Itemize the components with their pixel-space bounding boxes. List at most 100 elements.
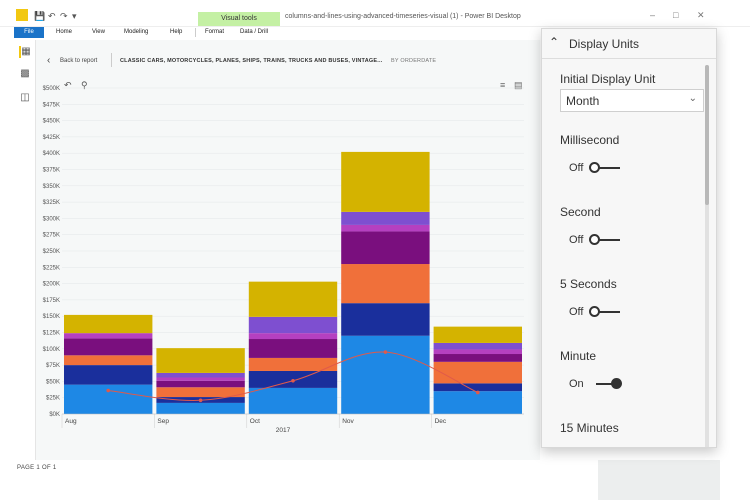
undo-quick-icon[interactable]: ↶ [48,11,56,21]
tab-data-drill[interactable]: Data / Drill [240,29,269,35]
header-separator [111,53,112,67]
status-bar: PAGE 1 OF 1 [0,460,750,500]
data-view-icon[interactable]: ▩ [20,68,30,79]
toggle-minute[interactable]: On [569,377,639,391]
toggle-state-text: Off [569,162,584,174]
bar-segment [433,349,522,355]
zoom-icon[interactable]: ⚲ [81,80,88,90]
model-view-icon[interactable]: ◫ [20,92,30,103]
bar-segment [64,314,153,334]
toggle-second[interactable]: Off [569,233,639,247]
panel-header[interactable]: ⌃ Display Units [542,29,716,59]
footer-strip [598,460,720,500]
panel-scrollbar[interactable] [705,65,709,447]
bar-segment [341,303,430,336]
tab-modeling[interactable]: Modeling [124,29,149,35]
y-tick-label: $425K [43,135,60,141]
bar-segment [64,333,153,339]
chevron-up-icon[interactable]: ⌃ [549,35,560,49]
y-tick-label: $250K [43,249,60,255]
toggle-state-text: Off [569,234,584,246]
back-to-report-link[interactable]: Back to report [60,58,98,64]
bar-segment [433,326,522,343]
y-tick-label: $325K [43,200,60,206]
toggle-millisecond[interactable]: Off [569,161,639,175]
panel-scroll-thumb[interactable] [705,65,709,205]
toggle-track [596,383,620,385]
export-icon[interactable]: ▤ [514,80,523,90]
y-tick-label: $300K [43,216,60,222]
list-icon[interactable]: ≡ [500,80,506,90]
maximize-icon[interactable]: □ [673,10,679,20]
tab-file[interactable]: File [14,27,44,38]
initial-display-unit-label: Initial Display Unit [560,72,656,86]
bar-segment [248,387,338,414]
y-tick-label: $100K [43,347,60,353]
bar-segment [341,224,430,232]
y-tick-label: $475K [43,102,60,108]
bar-segment [341,335,430,414]
setting-label-15-minutes: 15 Minutes [560,421,619,435]
setting-label-minute: Minute [560,349,597,363]
bar-segment [248,357,338,371]
bar-segment [248,316,338,334]
redo-quick-icon[interactable]: ↷ [60,11,68,21]
tab-home[interactable]: Home [56,29,73,35]
customize-toolbar-icon[interactable]: ▾ [72,11,77,21]
tab-format[interactable]: Format [205,29,225,35]
stacked-column-chart: $0K $25K $50K $75K $100K $125K $150K $175K $200K… [43,86,524,434]
y-tick-label: $25K [46,396,60,402]
line-point [383,350,388,354]
y-tick-label: $200K [43,282,60,288]
bar-segment [433,391,522,414]
display-units-panel: ⌃ Display Units Initial Display Unit Mon… [541,28,717,448]
initial-display-unit-value: Month [566,94,600,108]
bar-segment [341,151,430,212]
bar-segment [248,333,338,340]
tab-view[interactable]: View [92,29,105,35]
initial-display-unit-select[interactable]: Month ⌄ [560,89,704,112]
bar-segment [156,402,245,414]
tab-help[interactable]: Help [170,29,183,35]
y-tick-label: $175K [43,298,60,304]
left-navigation: ▦ ▩ ◫ [14,40,36,460]
x-tick-label: Dec [435,418,447,425]
bar-segment [341,211,430,225]
x-tick-label: Nov [342,418,354,425]
back-arrow-icon[interactable]: ‹ [47,55,51,66]
toggle-knob [589,234,600,245]
x-tick-label: Aug [65,418,77,425]
minimize-icon[interactable]: – [650,10,656,20]
bar-segment [64,338,153,356]
line-point [106,388,110,393]
undo-icon[interactable]: ↶ [64,80,72,90]
toggle-state-text: Off [569,306,584,318]
y-tick-label: $375K [43,168,60,174]
visual-tools-context-tab: Visual tools [198,12,280,26]
bar-segment [156,377,245,381]
ribbon-tabs: File Home View Modeling Help Format Data… [0,27,540,38]
toggle-knob [589,162,600,173]
bar-segment [156,348,245,373]
report-view-icon[interactable]: ▦ [19,46,31,58]
toggle-track [596,311,620,313]
window-title: columns-and-lines-using-advanced-timeser… [285,13,521,20]
x-tick-label: Oct [250,418,260,425]
y-tick-label: $50K [46,379,60,385]
y-tick-label: $500K [43,86,60,92]
y-tick-label: $0K [49,412,60,418]
bar-segment [156,380,245,388]
line-point [476,390,480,395]
y-tick-label: $225K [43,265,60,271]
toggle-5-seconds[interactable]: Off [569,305,639,319]
line-point [291,378,295,383]
visual-subtitle: BY ORDERDATE [391,58,437,64]
y-tick-label: $125K [43,331,60,337]
bar-segment [433,361,522,384]
panel-title: Display Units [569,37,640,51]
y-tick-label: $75K [46,363,60,369]
setting-label-millisecond: Millisecond [560,133,620,147]
close-icon[interactable]: ✕ [697,10,705,20]
y-tick-label: $275K [43,233,60,239]
save-icon[interactable]: 💾 [34,11,46,21]
